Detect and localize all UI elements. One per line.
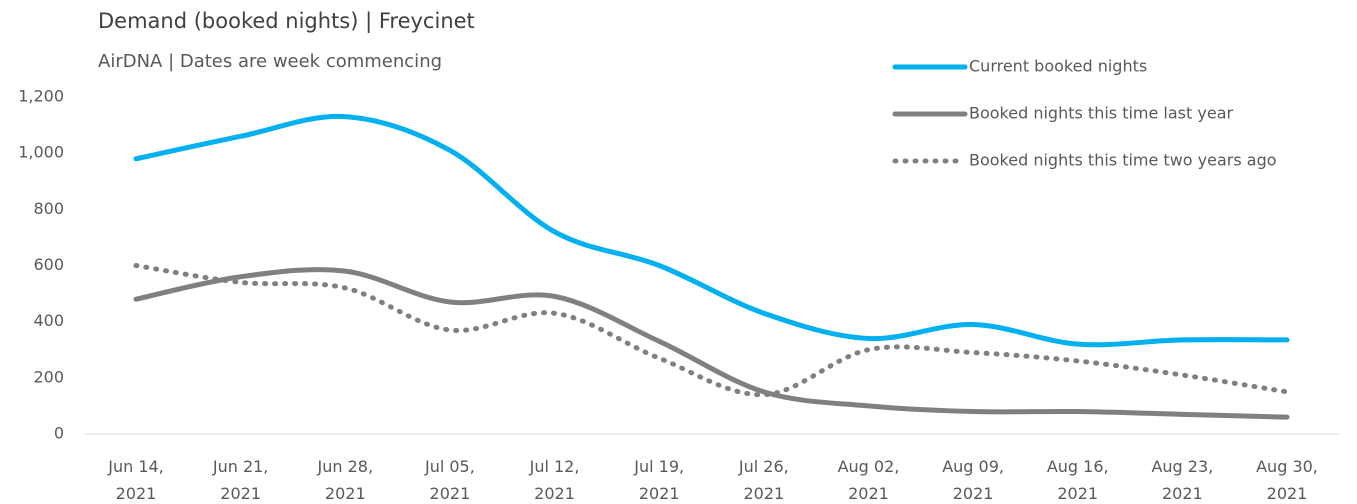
x-tick-label: Aug 02, 2021 [838,457,900,503]
x-tick-label: Jul 12, 2021 [529,457,580,503]
series-line [133,267,1290,420]
x-tick-label: Jul 05, 2021 [424,457,475,503]
x-tick-label: Aug 16, 2021 [1047,457,1109,503]
x-tick-label: Aug 23, 2021 [1151,457,1213,503]
series-line [133,113,1290,348]
chart-subtitle: AirDNA | Dates are week commencing [98,51,442,72]
legend-label: Booked nights this time two years ago [969,151,1277,170]
legend-label: Current booked nights [969,57,1147,76]
x-tick-label: Aug 30, 2021 [1256,457,1318,503]
y-tick-label: 600 [33,255,64,274]
series-line [133,263,1290,398]
x-tick-label: Aug 09, 2021 [942,457,1004,503]
chart-title: Demand (booked nights) | Freycinet [98,9,475,34]
y-tick-label: 0 [54,424,64,443]
y-tick-label: 1,200 [18,87,64,106]
y-tick-label: 400 [33,311,64,330]
x-tick-label: Jun 14, 2021 [107,457,164,503]
y-tick-label: 200 [33,367,64,386]
legend-label: Booked nights this time last year [969,104,1233,123]
y-tick-label: 800 [33,199,64,218]
x-tick-label: Jul 26, 2021 [738,457,789,503]
x-tick-label: Jul 19, 2021 [633,457,684,503]
x-tick-label: Jun 21, 2021 [212,457,269,503]
y-tick-label: 1,000 [18,143,64,162]
x-tick-label: Jun 28, 2021 [317,457,374,503]
